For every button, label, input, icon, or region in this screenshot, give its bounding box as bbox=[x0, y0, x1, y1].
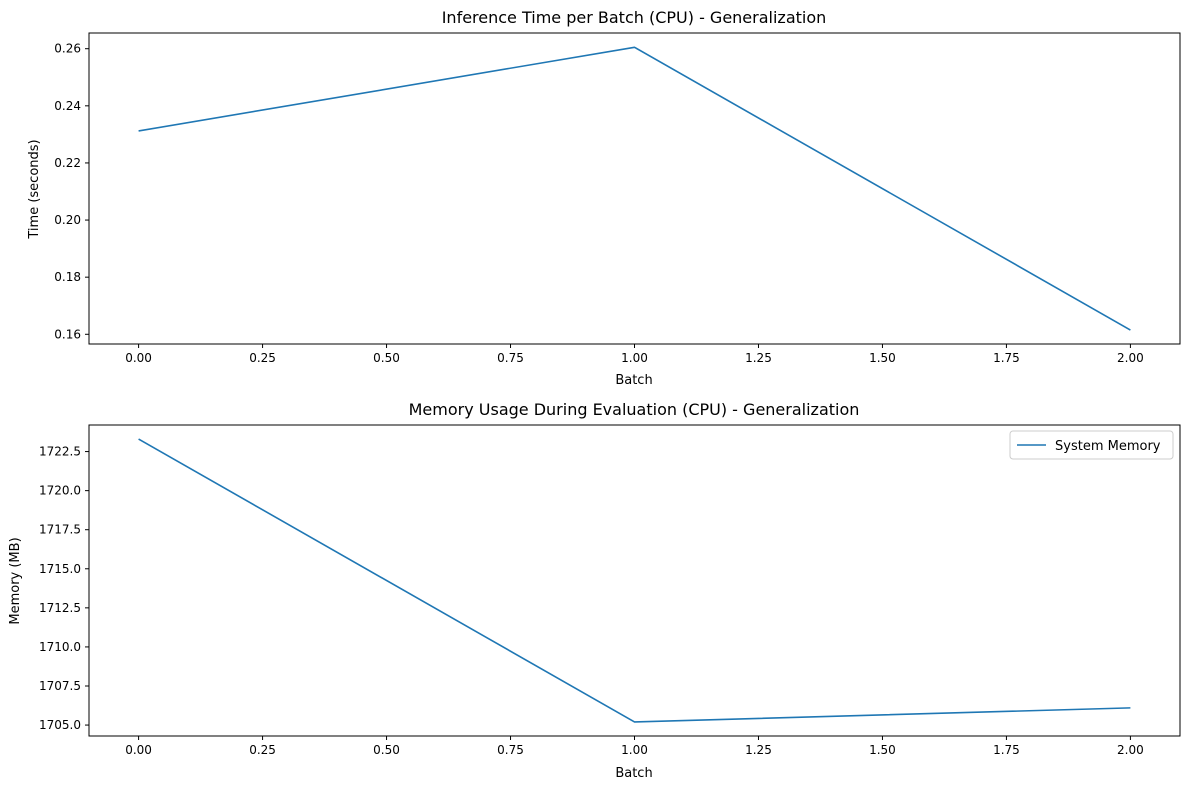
y-tick-label: 0.26 bbox=[54, 42, 81, 56]
y-tick-label: 1712.5 bbox=[39, 601, 81, 615]
y-tick-label: 1715.0 bbox=[39, 562, 81, 576]
x-tick-label: 1.00 bbox=[621, 743, 648, 757]
y-axis-label: Memory (MB) bbox=[8, 537, 23, 624]
y-tick-label: 0.18 bbox=[54, 270, 81, 284]
x-axis-label: Batch bbox=[615, 373, 652, 388]
x-tick-label: 0.75 bbox=[497, 743, 524, 757]
chart-title: Inference Time per Batch (CPU) - General… bbox=[442, 8, 827, 27]
x-tick-label: 1.75 bbox=[993, 743, 1020, 757]
x-tick-label: 0.25 bbox=[249, 351, 276, 365]
y-tick-label: 1722.5 bbox=[39, 445, 81, 459]
x-tick-label: 0.75 bbox=[497, 351, 524, 365]
legend-label: System Memory bbox=[1055, 439, 1161, 454]
series-line bbox=[138, 46, 1131, 331]
y-tick-label: 0.20 bbox=[54, 213, 81, 227]
series-group bbox=[138, 46, 1131, 331]
y-ticks: 0.16 0.18 0.20 0.22 0.24 0.26 bbox=[54, 42, 89, 341]
x-tick-label: 1.50 bbox=[869, 351, 896, 365]
x-tick-label: 0.00 bbox=[125, 351, 152, 365]
y-tick-label: 1717.5 bbox=[39, 523, 81, 537]
x-tick-label: 1.00 bbox=[621, 351, 648, 365]
x-ticks: 0.00 0.25 0.50 0.75 1.00 1.25 1.50 1.75 2.00 bbox=[125, 736, 1144, 757]
x-tick-label: 1.50 bbox=[869, 743, 896, 757]
x-tick-label: 0.50 bbox=[373, 351, 400, 365]
legend: System Memory bbox=[1009, 430, 1174, 460]
x-ticks: 0.00 0.25 0.50 0.75 1.00 1.25 1.50 1.75 2.00 bbox=[125, 344, 1144, 365]
x-tick-label: 1.75 bbox=[993, 351, 1020, 365]
x-tick-label: 2.00 bbox=[1117, 351, 1144, 365]
chart-memory-usage: Memory Usage During Evaluation (CPU) - G… bbox=[8, 400, 1181, 781]
y-tick-label: 1720.0 bbox=[39, 484, 81, 498]
series-line bbox=[138, 438, 1131, 723]
x-tick-label: 0.50 bbox=[373, 743, 400, 757]
y-tick-label: 1707.5 bbox=[39, 679, 81, 693]
y-axis-label: Time (seconds) bbox=[27, 139, 42, 239]
plot-frame bbox=[88, 32, 1181, 345]
x-tick-label: 0.25 bbox=[249, 743, 276, 757]
x-tick-label: 2.00 bbox=[1117, 743, 1144, 757]
y-tick-label: 1705.0 bbox=[39, 718, 81, 732]
x-axis-label: Batch bbox=[615, 766, 652, 781]
series-group bbox=[138, 438, 1131, 723]
x-tick-label: 1.25 bbox=[745, 351, 772, 365]
chart-title: Memory Usage During Evaluation (CPU) - G… bbox=[409, 400, 860, 419]
x-tick-label: 0.00 bbox=[125, 743, 152, 757]
y-tick-label: 0.22 bbox=[54, 156, 81, 170]
chart-inference-time: Inference Time per Batch (CPU) - General… bbox=[27, 8, 1181, 388]
y-tick-label: 0.16 bbox=[54, 327, 81, 341]
y-ticks: 1705.0 1707.5 1710.0 1712.5 1715.0 1717.5 1720… bbox=[39, 445, 89, 732]
plot-frame bbox=[88, 424, 1181, 737]
y-tick-label: 1710.0 bbox=[39, 640, 81, 654]
x-tick-label: 1.25 bbox=[745, 743, 772, 757]
legend-box bbox=[1009, 430, 1174, 460]
y-tick-label: 0.24 bbox=[54, 99, 81, 113]
